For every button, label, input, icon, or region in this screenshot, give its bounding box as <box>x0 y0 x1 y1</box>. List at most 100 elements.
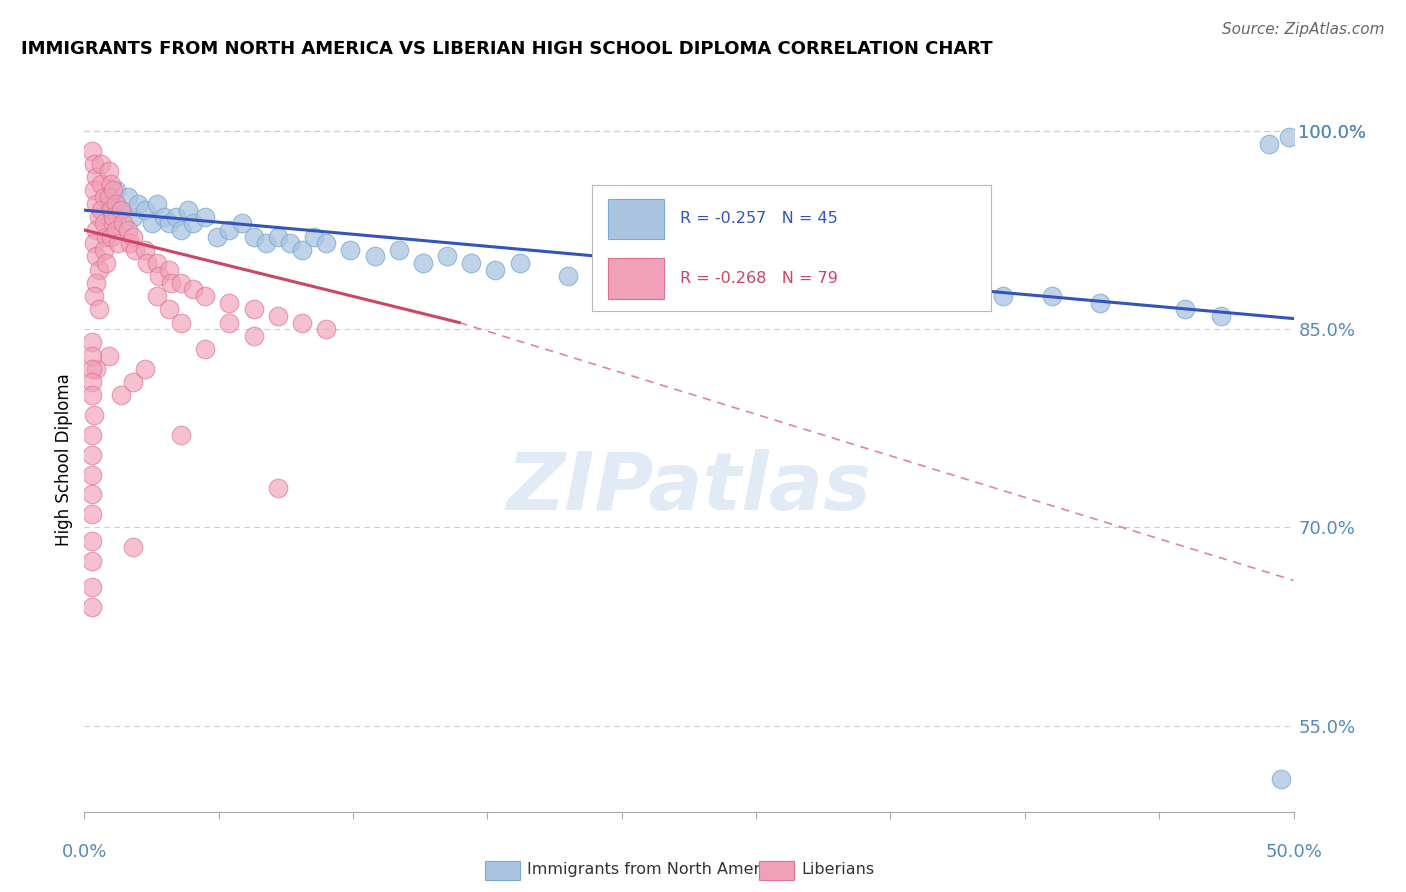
Point <box>121 229 143 244</box>
Point <box>86 196 108 211</box>
Point <box>267 229 290 244</box>
Point <box>94 229 117 244</box>
Point <box>751 283 773 297</box>
Point <box>134 361 156 376</box>
Point <box>97 349 120 363</box>
Point <box>170 428 193 442</box>
Text: Immigrants from North America: Immigrants from North America <box>527 863 783 877</box>
Point <box>90 203 112 218</box>
Point <box>103 216 125 230</box>
Point <box>80 428 103 442</box>
Point <box>93 243 115 257</box>
Point <box>194 289 217 303</box>
Point <box>291 243 314 257</box>
Point <box>315 236 337 251</box>
Text: Liberians: Liberians <box>801 863 875 877</box>
Point <box>160 276 183 290</box>
Point <box>107 236 129 251</box>
Point <box>207 229 229 244</box>
Point <box>127 196 149 211</box>
Point <box>153 210 176 224</box>
Point <box>181 283 204 297</box>
Text: 0.0%: 0.0% <box>62 843 107 861</box>
Point <box>80 467 103 482</box>
Point <box>181 216 204 230</box>
Point <box>87 302 110 317</box>
Point <box>80 144 103 158</box>
Point <box>104 223 127 237</box>
Point <box>87 262 110 277</box>
Point <box>80 553 103 567</box>
Point <box>110 203 132 218</box>
Point <box>146 289 169 303</box>
Point <box>157 262 180 277</box>
Point <box>110 388 132 402</box>
Point <box>157 216 180 230</box>
Point <box>86 170 108 185</box>
Point <box>231 216 253 230</box>
Point <box>90 177 112 191</box>
Point <box>103 210 125 224</box>
Point <box>1258 137 1281 152</box>
Point <box>702 276 724 290</box>
Point <box>134 243 156 257</box>
Point <box>80 487 103 501</box>
Point <box>242 328 264 343</box>
Point <box>80 335 103 350</box>
Point <box>170 223 193 237</box>
Point <box>1040 289 1063 303</box>
Point <box>83 157 105 171</box>
Text: Source: ZipAtlas.com: Source: ZipAtlas.com <box>1222 22 1385 37</box>
Point <box>654 276 676 290</box>
Point <box>242 229 264 244</box>
Point <box>141 216 163 230</box>
Point <box>112 216 135 230</box>
Point <box>97 163 120 178</box>
Point <box>136 256 159 270</box>
Point <box>80 361 103 376</box>
Point <box>278 236 301 251</box>
Point <box>80 508 103 522</box>
Point <box>97 190 120 204</box>
Point <box>920 283 942 297</box>
Point <box>121 541 143 555</box>
Point <box>83 289 105 303</box>
Point <box>90 157 112 171</box>
Point <box>460 256 482 270</box>
Point <box>302 229 325 244</box>
Point <box>170 276 193 290</box>
Text: ZIPatlas: ZIPatlas <box>506 449 872 526</box>
Point <box>363 249 385 263</box>
Point <box>110 203 132 218</box>
Point <box>484 262 506 277</box>
Point <box>146 196 169 211</box>
Point <box>121 210 143 224</box>
Point <box>83 236 105 251</box>
Point <box>436 249 458 263</box>
Point <box>80 533 103 548</box>
Point <box>93 190 115 204</box>
Point <box>157 302 180 317</box>
Point <box>121 375 143 389</box>
Point <box>100 229 122 244</box>
Point <box>165 210 187 224</box>
Point <box>412 256 434 270</box>
Point <box>218 316 240 330</box>
Point <box>177 203 200 218</box>
Point <box>104 196 127 211</box>
Point <box>80 599 103 614</box>
Point <box>117 223 139 237</box>
Point <box>872 276 894 290</box>
Point <box>94 256 117 270</box>
Point <box>117 190 139 204</box>
Point <box>1270 772 1292 786</box>
Point <box>87 210 110 224</box>
Point <box>80 375 103 389</box>
Point <box>86 249 108 263</box>
Point <box>170 316 193 330</box>
Point <box>97 196 120 211</box>
Point <box>120 236 142 251</box>
Point <box>80 448 103 462</box>
Point <box>93 216 115 230</box>
Point <box>267 481 290 495</box>
